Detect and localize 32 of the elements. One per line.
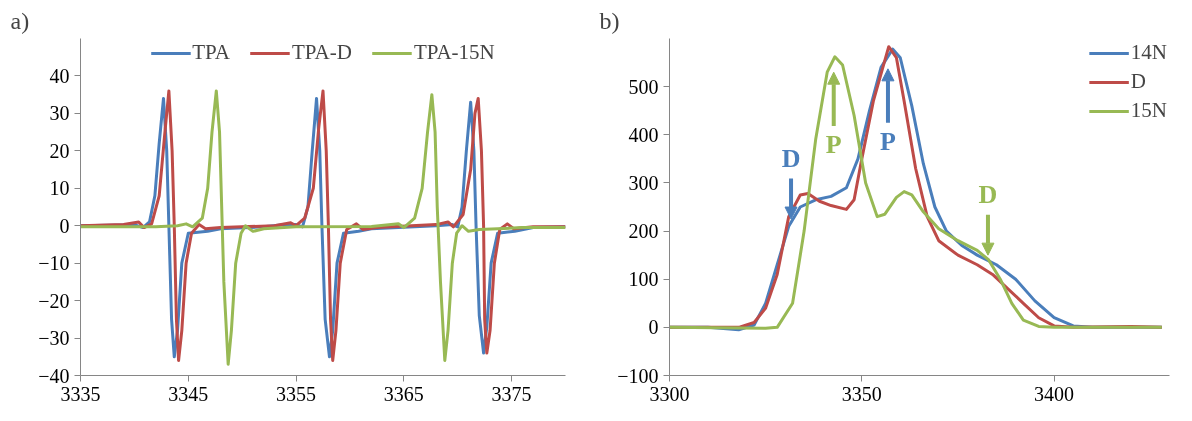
y-tick-label: −10 xyxy=(38,252,70,275)
y-tick-label: 10 xyxy=(49,177,70,200)
legend-label: TPA-15N xyxy=(413,40,495,65)
y-tick-label: 0 xyxy=(648,316,659,339)
annotation: D xyxy=(781,143,801,173)
y-tick-label: −30 xyxy=(38,327,70,350)
y-tick-label: 200 xyxy=(628,220,659,243)
y-tick-label: 500 xyxy=(628,75,659,98)
text: b) xyxy=(599,7,620,34)
annotation: D xyxy=(978,179,998,209)
y-tick-label: 30 xyxy=(49,102,70,125)
x-tick-label: 3345 xyxy=(168,382,209,405)
annotation: P xyxy=(825,130,842,160)
legend-label: D xyxy=(1130,69,1147,94)
x-tick-label: 3400 xyxy=(1034,382,1075,405)
y-tick-label: 40 xyxy=(49,64,70,87)
x-tick-label: 3375 xyxy=(491,382,532,405)
legend-label: TPA xyxy=(192,40,230,65)
x-tick-label: 3355 xyxy=(276,382,317,405)
y-tick-label: 100 xyxy=(628,268,659,291)
legend-label: 15N xyxy=(1130,98,1167,123)
x-tick-label: 3365 xyxy=(383,382,424,405)
legend-label: 14N xyxy=(1130,40,1167,65)
y-tick-label: 300 xyxy=(628,171,659,194)
y-tick-label: −20 xyxy=(38,289,70,312)
y-tick-label: 0 xyxy=(59,214,70,237)
y-tick-label: 20 xyxy=(49,139,70,162)
text: a) xyxy=(10,7,30,34)
y-tick-label: 400 xyxy=(628,123,659,146)
annotation: P xyxy=(880,126,897,156)
legend-label: TPA-D xyxy=(291,40,352,65)
x-tick-label: 3350 xyxy=(841,382,882,405)
